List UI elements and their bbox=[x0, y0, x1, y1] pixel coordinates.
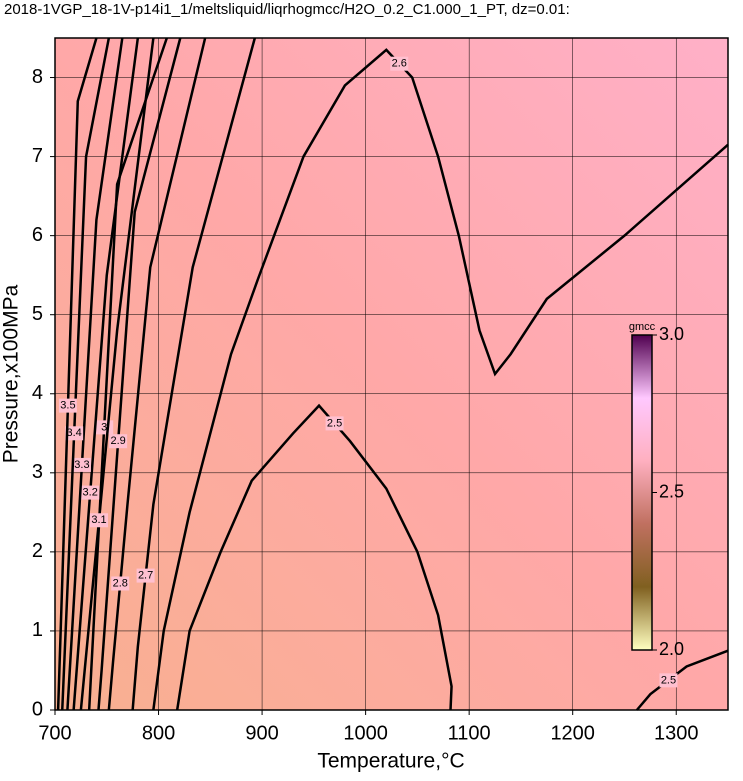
contour-label: 3.2 bbox=[83, 486, 98, 498]
contour-label-bg bbox=[72, 457, 91, 472]
contour-line bbox=[56, 37, 98, 711]
contour-label-bg bbox=[90, 513, 109, 528]
contour-label-bg bbox=[81, 485, 100, 500]
contour-line bbox=[66, 37, 124, 711]
contour-line bbox=[152, 48, 729, 711]
contour-label-bg bbox=[58, 398, 77, 413]
colorbar bbox=[631, 334, 653, 651]
contour-label: 2.5 bbox=[661, 674, 676, 686]
x-tick-label: 800 bbox=[142, 722, 175, 744]
contour-label: 2.7 bbox=[138, 570, 153, 582]
contour-label-bg bbox=[109, 434, 128, 449]
contour-label: 3.5 bbox=[60, 400, 75, 412]
colorbar-tick-label: 3.0 bbox=[659, 324, 684, 344]
x-tick-label: 1300 bbox=[654, 722, 699, 744]
contour-label-bg bbox=[659, 673, 678, 688]
contour-label: 3.1 bbox=[91, 514, 106, 526]
y-tick-label: 2 bbox=[32, 540, 43, 562]
contour-line bbox=[79, 37, 155, 711]
x-tick-label: 700 bbox=[38, 722, 71, 744]
contour-label: 3 bbox=[101, 421, 107, 433]
contour-label: 3.4 bbox=[67, 427, 82, 439]
chart-title: 2018-1VGP_18-1V-p14i1_1/meltsliquid/liqr… bbox=[4, 1, 570, 18]
contour-label: 2.6 bbox=[392, 58, 407, 70]
contour-label: 2.9 bbox=[111, 435, 126, 447]
y-tick-label: 0 bbox=[32, 698, 43, 720]
plot-frame bbox=[54, 37, 729, 711]
contour-line bbox=[131, 37, 257, 711]
contour-line bbox=[72, 37, 140, 711]
y-tick-label: 3 bbox=[32, 461, 43, 483]
x-axis-label: Temperature,°C bbox=[317, 750, 464, 773]
x-tick-label: 1100 bbox=[448, 722, 491, 744]
colorbar-label: gmcc bbox=[629, 321, 656, 333]
x-tick-label: 900 bbox=[245, 722, 278, 744]
colorbar-tick-label: 2.0 bbox=[659, 639, 684, 659]
contour-label-bg bbox=[111, 576, 130, 591]
y-tick-label: 8 bbox=[32, 66, 43, 88]
y-tick-label: 6 bbox=[32, 224, 43, 246]
contour-line bbox=[60, 37, 111, 711]
x-tick-label: 1000 bbox=[343, 722, 388, 744]
y-tick-label: 4 bbox=[32, 382, 43, 404]
contour-label-bg bbox=[65, 426, 84, 441]
contour-label-bg bbox=[325, 416, 344, 431]
y-tick-label: 1 bbox=[32, 619, 43, 641]
contour-label: 2.5 bbox=[327, 417, 342, 429]
y-tick-label: 7 bbox=[32, 145, 43, 167]
contour-label: 3.3 bbox=[74, 459, 89, 471]
contour-label-bg bbox=[136, 568, 155, 583]
y-tick-label: 5 bbox=[32, 303, 43, 325]
x-tick-label: 1200 bbox=[550, 722, 595, 744]
y-axis-label: Pressure,x100MPa bbox=[0, 284, 23, 463]
contour-line bbox=[107, 37, 207, 711]
contour-label-bg bbox=[390, 56, 409, 71]
plot-background bbox=[55, 38, 728, 710]
contour-label: 2.8 bbox=[113, 577, 128, 589]
colorbar-tick-label: 2.5 bbox=[659, 481, 684, 501]
